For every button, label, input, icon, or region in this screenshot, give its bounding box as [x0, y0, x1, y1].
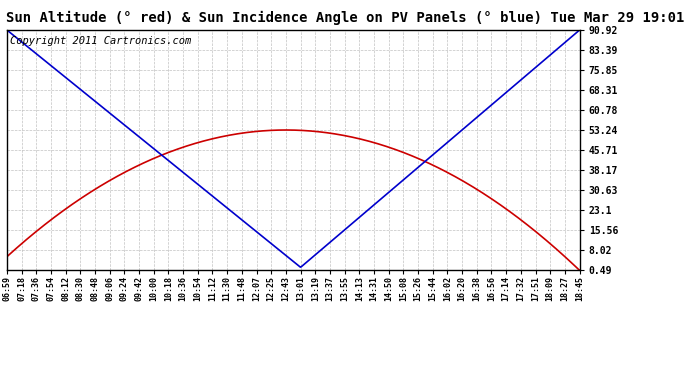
Text: Copyright 2011 Cartronics.com: Copyright 2011 Cartronics.com: [10, 36, 191, 46]
Text: Sun Altitude (° red) & Sun Incidence Angle on PV Panels (° blue) Tue Mar 29 19:0: Sun Altitude (° red) & Sun Incidence Ang…: [6, 11, 684, 26]
